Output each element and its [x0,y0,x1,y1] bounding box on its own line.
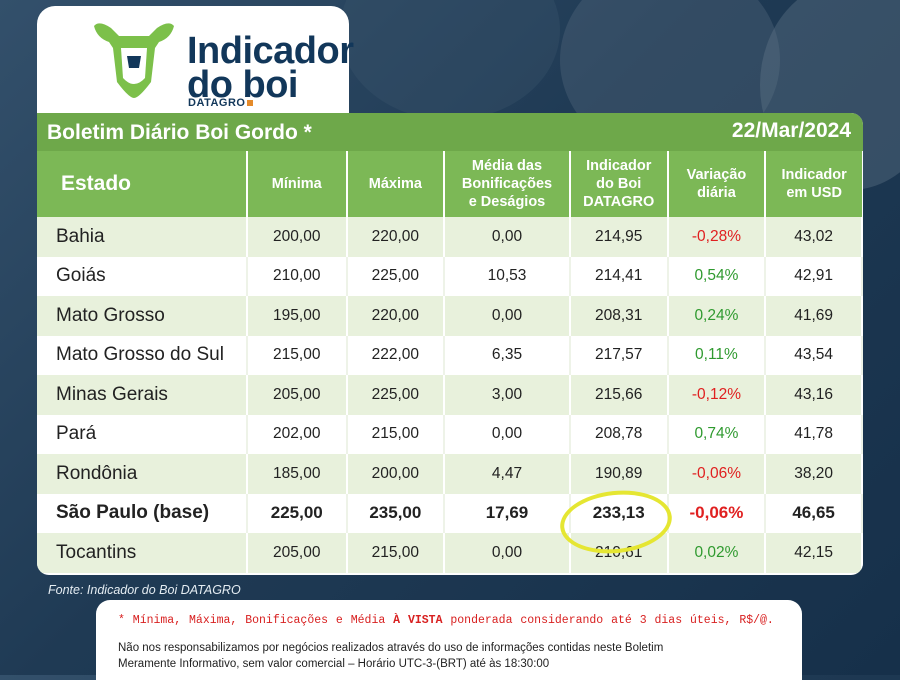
header-media: Média das Bonificações e Deságios [444,151,571,217]
cell-minima: 195,00 [246,296,348,336]
cell-maxima: 225,00 [346,375,446,415]
cell-media: 4,47 [444,454,571,494]
cell-media: 6,35 [444,335,571,375]
cell-variacao: -0,06% [667,454,767,494]
bulletin-panel: Boletim Diário Boi Gordo * 22/Mar/2024 E… [37,113,863,575]
cell-usd: 46,65 [765,493,863,533]
cell-maxima: 215,00 [346,533,446,573]
cell-maxima: 222,00 [346,335,446,375]
cell-estado: São Paulo (base) [37,493,248,533]
cell-media: 0,00 [444,296,571,336]
cell-maxima: 235,00 [346,493,446,533]
cell-media: 10,53 [444,256,571,296]
cell-indicador: 208,78 [569,414,669,454]
cell-estado: Bahia [37,217,248,257]
table-row: Mato Grosso do Sul 215,00 222,00 6,35 217,57… [37,335,863,375]
cell-indicador: 210,61 [569,533,669,573]
bulletin-title: Boletim Diário Boi Gordo * [47,121,312,144]
cell-maxima: 220,00 [346,296,446,336]
footnote: * Mínima, Máxima, Bonificações e Média À… [118,614,774,627]
cell-variacao: 0,11% [667,335,767,375]
cell-estado: Rondônia [37,454,248,494]
cell-indicador: 208,31 [569,296,669,336]
header-minima: Mínima [246,151,348,217]
logo-dot-icon [247,100,254,106]
cell-minima: 200,00 [246,217,348,257]
cell-variacao: 0,24% [667,296,767,336]
background-decoration [340,0,560,120]
cell-estado: Minas Gerais [37,375,248,415]
table-row: Tocantins 205,00 215,00 0,00 210,61 0,02% 42,1… [37,533,863,573]
cell-usd: 42,91 [765,256,863,296]
table-row: Rondônia 185,00 200,00 4,47 190,89 -0,06% 38,2… [37,454,863,494]
table-row: São Paulo (base) 225,00 235,00 17,69 233,13-… [37,493,863,533]
cell-media: 17,69 [444,493,571,533]
cell-media: 0,00 [444,217,571,257]
cell-minima: 205,00 [246,533,348,573]
disclaimer-text: Não nos responsabilizamos por negócios r… [118,642,664,670]
cell-estado: Goiás [37,256,248,296]
cell-maxima: 215,00 [346,414,446,454]
table-row: Pará 202,00 215,00 0,00 208,78 0,74% 41,78 [37,414,863,454]
cell-variacao: -0,06% [667,493,767,533]
cell-usd: 41,78 [765,414,863,454]
logo-text-line2: do boi [187,64,298,106]
cell-media: 0,00 [444,533,571,573]
cell-indicador: 214,95 [569,217,669,257]
cell-minima: 215,00 [246,335,348,375]
cell-maxima: 225,00 [346,256,446,296]
cell-usd: 42,15 [765,533,863,573]
table-row: Bahia 200,00 220,00 0,00 214,95 -0,28% 43,02 [37,217,863,257]
table-row: Mato Grosso 195,00 220,00 0,00 208,31 0,24% 41… [37,296,863,336]
header-estado: Estado [37,151,248,217]
cell-usd: 38,20 [765,454,863,494]
cell-minima: 225,00 [246,493,348,533]
cell-media: 0,00 [444,414,571,454]
cell-indicador: 190,89 [569,454,669,494]
bull-head-icon [94,23,174,98]
cell-indicador: 217,57 [569,335,669,375]
cell-maxima: 220,00 [346,217,446,257]
cell-variacao: 0,02% [667,533,767,573]
cell-estado: Mato Grosso [37,296,248,336]
cell-usd: 43,16 [765,375,863,415]
cell-variacao: -0,12% [667,375,767,415]
header-usd: Indicador em USD [765,151,862,217]
cell-estado: Pará [37,414,248,454]
cell-usd: 43,02 [765,217,863,257]
cell-variacao: 0,74% [667,414,767,454]
logo-subtext: DATAGRO [188,97,254,109]
table-header-row: Estado Mínima Máxima Média das Bonificaçõ… [37,151,862,217]
cell-indicador: 215,66 [569,375,669,415]
cell-minima: 185,00 [246,454,348,494]
header-indicador: Indicador do Boi DATAGRO [569,151,669,217]
disclaimer-card: * Mínima, Máxima, Bonificações e Média À… [96,600,802,680]
logo-card: Indicador do boi DATAGRO [37,6,354,126]
header-maxima: Máxima [346,151,446,217]
cell-variacao: -0,28% [667,217,767,257]
source-text: Fonte: Indicador do Boi DATAGRO [48,583,241,597]
cell-media: 3,00 [444,375,571,415]
cell-minima: 205,00 [246,375,348,415]
cell-indicador: 214,41 [569,256,669,296]
cell-indicador: 233,13 [569,493,669,533]
cell-variacao: 0,54% [667,256,767,296]
table-row: Goiás 210,00 225,00 10,53 214,41 0,54% 42,91 [37,256,863,296]
price-table: Estado Mínima Máxima Média das Bonificaçõ… [37,151,863,573]
title-bar: Boletim Diário Boi Gordo * 22/Mar/2024 [37,113,863,151]
cell-minima: 202,00 [246,414,348,454]
logo-text-line1: Indicador [187,30,354,72]
cell-maxima: 200,00 [346,454,446,494]
cell-usd: 43,54 [765,335,863,375]
cell-estado: Mato Grosso do Sul [37,335,248,375]
cell-minima: 210,00 [246,256,348,296]
header-variacao: Variação diária [667,151,767,217]
bulletin-date: 22/Mar/2024 [731,119,851,142]
cell-usd: 41,69 [765,296,863,336]
cell-estado: Tocantins [37,533,248,573]
table-row: Minas Gerais 205,00 225,00 3,00 215,66 -0,12%… [37,375,863,415]
